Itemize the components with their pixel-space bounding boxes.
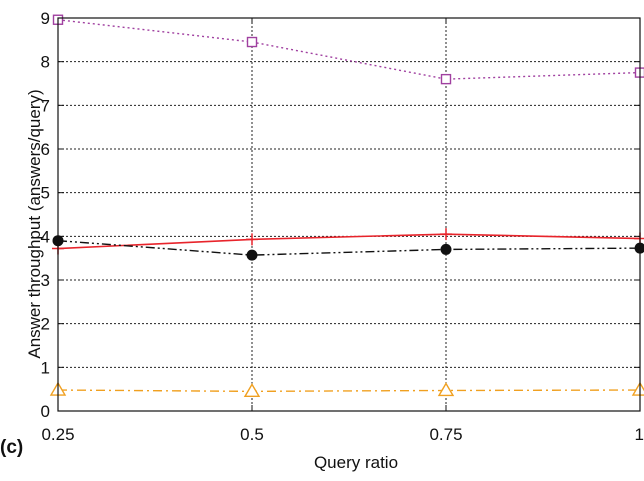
series-4-point [439, 383, 453, 395]
grid-layer [58, 18, 640, 411]
series-1-point [442, 75, 451, 84]
series-4 [51, 383, 644, 396]
x-axis-label: Query ratio [314, 453, 398, 472]
series-2 [52, 228, 644, 254]
x-tick-label: 0.75 [429, 425, 462, 444]
series-4-line [58, 390, 640, 391]
x-tick-label: 1 [635, 425, 644, 444]
y-tick-label: 8 [41, 53, 50, 72]
x-tick-label: 0.5 [240, 425, 264, 444]
series-4-point [245, 384, 259, 396]
series-1-line [58, 20, 640, 79]
y-axis-label: Answer throughput (answers/query) [25, 89, 44, 358]
y-tick-label: 0 [41, 402, 50, 421]
series-3-line [58, 241, 640, 255]
series-2-line [58, 234, 640, 248]
series-layer [51, 15, 644, 396]
y-tick-label: 9 [41, 9, 50, 28]
x-tick-label: 0.25 [41, 425, 74, 444]
y-tick-label: 1 [41, 358, 50, 377]
series-3 [53, 235, 644, 260]
series-3-point [441, 244, 452, 255]
series-2-point [246, 233, 258, 245]
figure-label: (c) [0, 437, 23, 458]
series-3-point [635, 243, 644, 254]
series-3-point [247, 250, 258, 261]
plot-frame [58, 18, 640, 411]
series-2-point [440, 228, 452, 240]
series-4-point [633, 383, 644, 395]
series-1-point [248, 38, 257, 47]
series-1 [54, 15, 644, 83]
